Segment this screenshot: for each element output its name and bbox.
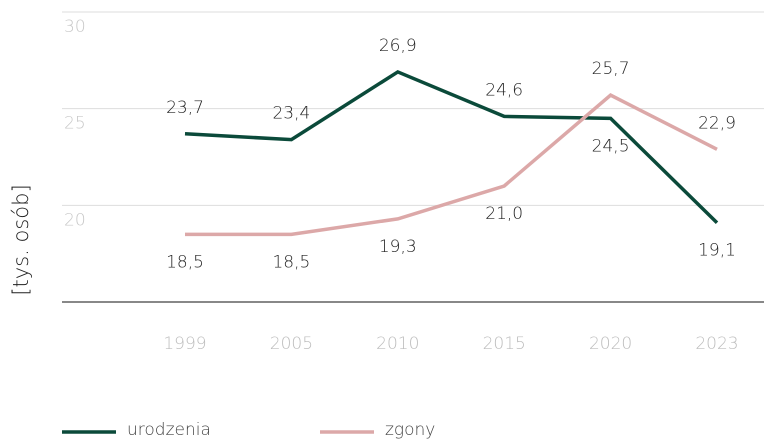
data-label: 22,9 — [698, 113, 736, 133]
x-tick-label: 2020 — [589, 334, 632, 354]
x-tick-label: 1999 — [163, 334, 206, 354]
data-label: 18,5 — [166, 252, 204, 272]
y-tick-label: 30 — [64, 17, 86, 37]
legend-label: urodzenia — [127, 420, 211, 440]
line — [184, 69, 719, 224]
data-label: 21,0 — [485, 204, 523, 224]
x-tick-label: 2010 — [376, 334, 419, 354]
y-axis-label: [tys. osób] — [9, 184, 33, 295]
data-label: 24,5 — [592, 136, 630, 156]
data-label: 26,9 — [379, 36, 417, 56]
data-label: 18,5 — [272, 252, 310, 272]
data-label: 24,6 — [485, 80, 523, 100]
data-label: 19,3 — [379, 237, 417, 257]
x-tick-label: 2023 — [695, 334, 738, 354]
x-tick-label: 2005 — [270, 334, 313, 354]
x-tick-label: 2015 — [483, 334, 526, 354]
line — [185, 93, 718, 237]
y-tick-label: 25 — [64, 114, 86, 134]
legend-label: zgony — [385, 420, 435, 440]
y-tick-label: 20 — [64, 210, 86, 230]
data-label: 19,1 — [698, 241, 736, 261]
data-label: 25,7 — [592, 59, 630, 79]
data-label: 23,7 — [166, 98, 204, 118]
data-label: 23,4 — [272, 104, 310, 124]
